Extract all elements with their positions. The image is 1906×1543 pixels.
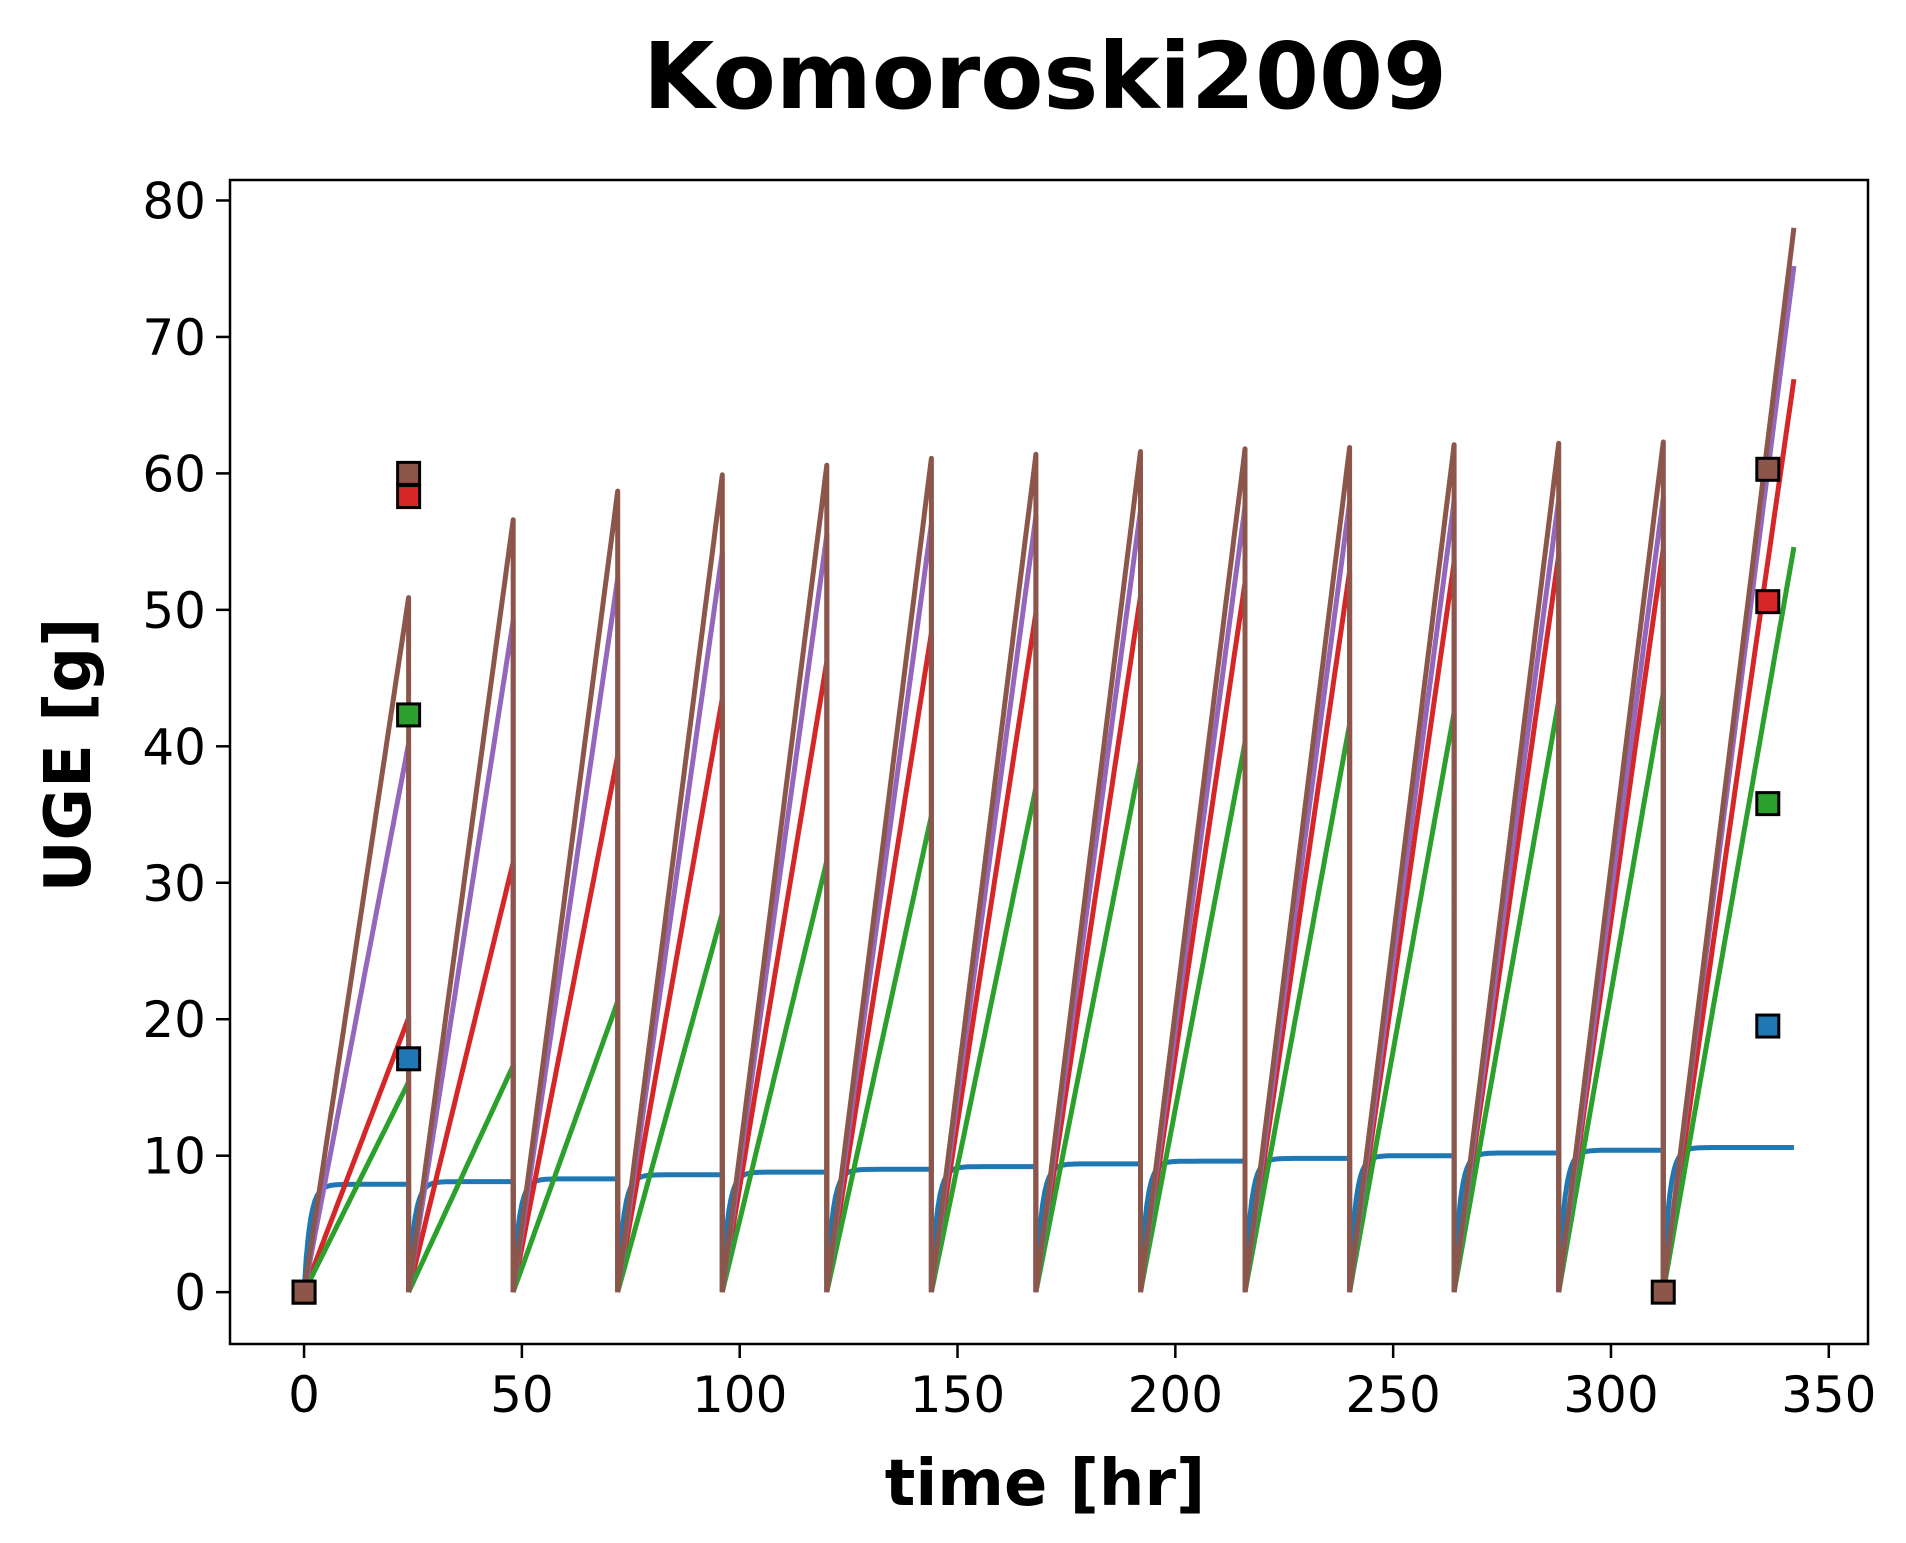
data-marker [1755, 589, 1781, 615]
x-tick-label: 250 [1345, 1366, 1440, 1424]
data-marker [1650, 1279, 1676, 1305]
y-tick-label: 10 [142, 1128, 206, 1186]
x-tick-label: 50 [490, 1366, 554, 1424]
data-marker [396, 702, 422, 728]
y-axis-ticks: 0 10 20 30 40 50 60 70 80 [142, 172, 230, 1322]
series-line-4 [301, 265, 1797, 1293]
data-marker [396, 1046, 422, 1072]
x-tick-label: 0 [288, 1366, 320, 1424]
y-tick-label: 70 [142, 309, 206, 367]
y-tick-label: 80 [142, 172, 206, 230]
series-line-2 [301, 378, 1797, 1293]
y-tick-label: 20 [142, 991, 206, 1049]
y-tick-label: 40 [142, 718, 206, 776]
data-marker [1755, 1013, 1781, 1039]
data-marker [1755, 791, 1781, 817]
x-tick-label: 150 [910, 1366, 1005, 1424]
x-tick-label: 200 [1128, 1366, 1223, 1424]
y-tick-label: 0 [174, 1264, 206, 1322]
x-axis-ticks: 0 50 100 150 200 250 300 350 [288, 1344, 1877, 1424]
data-marker [396, 484, 422, 510]
y-tick-label: 30 [142, 855, 206, 913]
y-tick-label: 60 [142, 445, 206, 503]
data-marker [291, 1279, 317, 1305]
x-tick-label: 100 [692, 1366, 787, 1424]
plot-frame [228, 178, 1870, 1346]
data-marker [396, 460, 422, 486]
x-tick-label: 300 [1563, 1366, 1658, 1424]
chart-title: Komoroski2009 [643, 23, 1447, 130]
series-line-5 [301, 227, 1797, 1293]
plot-area [291, 227, 1797, 1305]
y-axis-label: UGE [g] [32, 618, 106, 893]
x-tick-label: 350 [1781, 1366, 1876, 1424]
x-axis-label: time [hr] [885, 1447, 1206, 1521]
data-marker [1755, 456, 1781, 482]
y-tick-label: 50 [142, 582, 206, 640]
series-line-3 [301, 546, 1797, 1294]
